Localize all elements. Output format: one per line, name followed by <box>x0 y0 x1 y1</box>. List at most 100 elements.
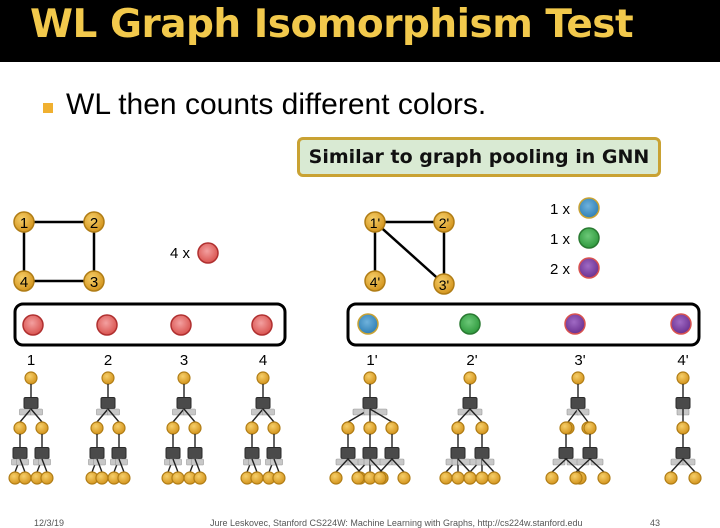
right-color-box <box>346 302 701 347</box>
tree-node <box>188 421 202 435</box>
message-box <box>374 408 388 416</box>
tree-node <box>267 421 281 435</box>
node-label: 3 <box>90 274 98 291</box>
tree-edge <box>575 458 591 473</box>
tree-edge <box>262 408 275 423</box>
left-count-label: 4 x <box>170 245 191 262</box>
graph-node: 2' <box>433 211 455 233</box>
tree-edge <box>19 458 26 473</box>
tree-node <box>439 471 453 485</box>
tree-node <box>664 471 678 485</box>
message-box <box>457 408 471 416</box>
aggregation-box <box>12 447 28 459</box>
aggregation-box <box>582 447 598 459</box>
message-box <box>670 458 684 466</box>
tree-edge <box>369 408 393 423</box>
message-box <box>457 458 471 466</box>
red-color-dot <box>22 314 44 336</box>
left-color-box <box>13 302 287 347</box>
tree-node <box>363 371 377 385</box>
node-label: 3' <box>439 277 449 293</box>
tree-node <box>272 471 286 485</box>
aggregation-box <box>558 447 574 459</box>
aggregation-box <box>462 397 478 409</box>
tree-label: 4 <box>259 352 267 369</box>
tree-edge <box>30 408 43 423</box>
tree-node <box>329 471 343 485</box>
node-label: 2 <box>90 215 98 232</box>
tree-node <box>569 471 583 485</box>
red-color-dot <box>96 314 118 336</box>
aggregation-box <box>362 397 378 409</box>
tree-node <box>35 421 49 435</box>
aggregation-box <box>89 447 105 459</box>
tree-node <box>451 421 465 435</box>
tree-edge <box>457 408 471 423</box>
aggregation-box <box>384 447 400 459</box>
message-box <box>391 458 405 466</box>
tree-node <box>18 471 32 485</box>
tree-edge <box>251 458 258 473</box>
tree-node <box>463 371 477 385</box>
tree-edge <box>335 458 349 473</box>
tree-node <box>559 421 573 435</box>
tree-edge <box>118 458 125 473</box>
graph-node: 3' <box>433 273 455 295</box>
message-box <box>682 458 696 466</box>
graph-node: 2 <box>83 211 105 233</box>
pooling-callout: Similar to graph pooling in GNN <box>297 137 661 177</box>
red-color-dot <box>170 314 192 336</box>
node-label: 1 <box>20 215 28 232</box>
tree-label: 4' <box>677 352 688 369</box>
tree-label: 1 <box>27 352 35 369</box>
tree-node <box>341 421 355 435</box>
node-label: 4 <box>20 274 28 291</box>
tree-edge <box>96 458 103 473</box>
right-graph: 1' 2' 3' 4' <box>364 211 455 295</box>
tree-node <box>166 421 180 435</box>
tree-edge <box>369 458 383 473</box>
tree-node <box>487 471 501 485</box>
tree-edge <box>96 408 109 423</box>
tree-edge <box>183 408 196 423</box>
tree-node <box>373 471 387 485</box>
tree-edge <box>107 408 120 423</box>
aggregation-box <box>340 447 356 459</box>
green-color-dot <box>459 313 481 335</box>
footer-page-number: 43 <box>650 518 661 528</box>
tree-node <box>245 421 259 435</box>
tree-edge <box>273 458 280 473</box>
aggregation-box <box>187 447 203 459</box>
tree-edge <box>172 408 185 423</box>
tree-node <box>475 471 489 485</box>
aggregation-box <box>23 397 39 409</box>
aggregation-box <box>266 447 282 459</box>
tree-node <box>256 371 270 385</box>
tree-node <box>676 371 690 385</box>
purple-color-dot <box>670 313 692 335</box>
tree-node <box>397 471 411 485</box>
tree-edge <box>670 458 684 473</box>
node-label: 4' <box>370 274 380 290</box>
aggregation-box <box>165 447 181 459</box>
footer-date: 12/3/19 <box>34 518 65 528</box>
tree-edge <box>172 458 179 473</box>
tree-edge <box>469 408 483 423</box>
tree-node <box>101 371 115 385</box>
tree-edge <box>682 458 696 473</box>
tree-node <box>250 471 264 485</box>
message-box <box>379 458 393 466</box>
red-color-dot <box>251 314 273 336</box>
computation-trees <box>8 371 702 485</box>
aggregation-box <box>111 447 127 459</box>
tree-edge <box>567 408 579 423</box>
tree-node <box>40 471 54 485</box>
tree-node <box>688 471 702 485</box>
tree-label: 3' <box>574 352 585 369</box>
graph-node: 3 <box>83 270 105 292</box>
blue-count-label: 1 x <box>550 201 571 218</box>
aggregation-box <box>570 397 586 409</box>
message-box <box>481 458 495 466</box>
tree-node <box>117 471 131 485</box>
